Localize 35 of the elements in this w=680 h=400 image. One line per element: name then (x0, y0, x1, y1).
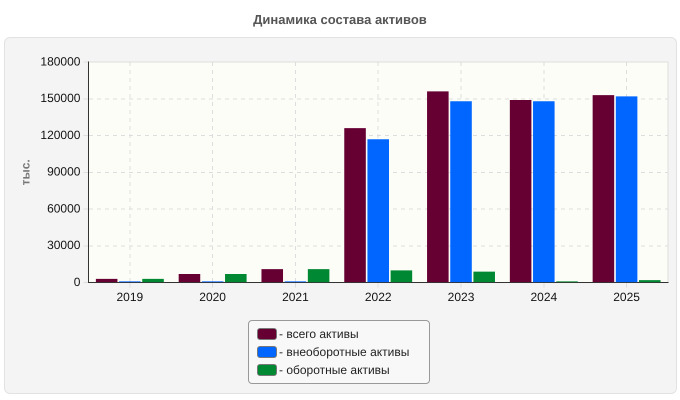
bar (367, 139, 389, 282)
bar (225, 274, 247, 282)
bar (308, 269, 330, 282)
bar (344, 128, 366, 282)
bar (261, 269, 284, 282)
bar (96, 278, 118, 282)
bar (592, 95, 614, 282)
y-tick-label: 30000 (47, 238, 81, 252)
bar (473, 272, 495, 282)
y-tick-label: 90000 (47, 164, 81, 179)
y-tick-label: 60000 (47, 201, 81, 216)
y-tick-label: 180000 (40, 54, 81, 68)
x-tick-label: 2023 (448, 290, 475, 304)
bar (616, 96, 638, 282)
legend-label: - оборотные активы (279, 363, 390, 377)
bar (178, 274, 200, 282)
bar (450, 101, 472, 282)
legend-label: - всего активы (279, 327, 359, 341)
bar (142, 278, 164, 282)
bar (533, 101, 555, 282)
x-tick-label: 2021 (282, 290, 310, 304)
legend-label: - внеоборотные активы (279, 345, 410, 359)
y-axis-title: тыс. (18, 159, 33, 186)
x-tick-label: 2019 (116, 290, 144, 304)
chart-title: Динамика состава активов (252, 12, 428, 27)
x-tick-label: 2024 (530, 290, 558, 304)
bar (427, 91, 449, 282)
y-tick-label: 120000 (40, 128, 81, 142)
x-tick-label: 2020 (199, 290, 226, 304)
x-tick-label: 2025 (613, 290, 640, 304)
bar (390, 270, 412, 282)
y-tick-label: 0 (74, 274, 81, 289)
y-tick-label: 150000 (40, 91, 81, 106)
x-tick-label: 2022 (364, 290, 392, 304)
bar (510, 100, 532, 282)
